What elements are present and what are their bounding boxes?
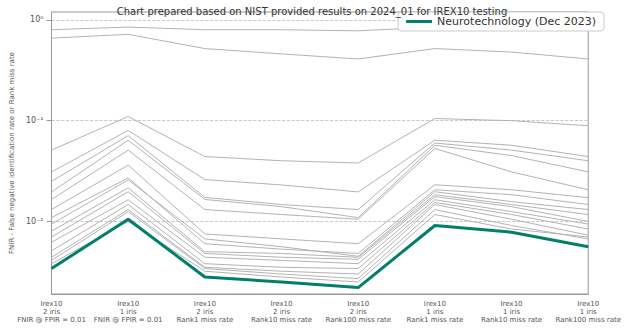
svg-text:Neurotechnology (Dec 2023): Neurotechnology (Dec 2023) [437, 15, 596, 28]
svg-text:2 iris: 2 iris [350, 308, 367, 316]
svg-text:Chart prepared based on NIST p: Chart prepared based on NIST provided re… [117, 6, 507, 18]
svg-text:Rank1 miss rate: Rank1 miss rate [177, 316, 234, 324]
svg-text:2 iris: 2 iris [43, 308, 60, 316]
svg-text:Irex10: Irex10 [194, 300, 216, 308]
svg-text:1 iris: 1 iris [120, 308, 137, 316]
svg-text:2 iris: 2 iris [196, 308, 213, 316]
svg-text:2 iris: 2 iris [273, 308, 290, 316]
svg-text:Irex10: Irex10 [40, 300, 62, 308]
svg-text:1 iris: 1 iris [580, 308, 597, 316]
svg-text:Rank10 miss rate: Rank10 miss rate [481, 316, 542, 324]
svg-text:Irex10: Irex10 [347, 300, 369, 308]
svg-text:Rank10 miss rate: Rank10 miss rate [251, 316, 312, 324]
svg-text:FNIR - False negative identifi: FNIR - False negative identification rat… [8, 52, 16, 254]
svg-text:Irex10: Irex10 [577, 300, 599, 308]
svg-text:Irex10: Irex10 [117, 300, 139, 308]
svg-text:Irex10: Irex10 [424, 300, 446, 308]
svg-text:FNIR @ FPIR = 0.01: FNIR @ FPIR = 0.01 [17, 316, 86, 324]
svg-text:Rank1 miss rate: Rank1 miss rate [407, 316, 464, 324]
svg-text:10⁻¹: 10⁻¹ [26, 116, 44, 125]
svg-text:Rank100 miss rate: Rank100 miss rate [555, 316, 621, 324]
svg-text:1 iris: 1 iris [503, 308, 520, 316]
svg-text:Irex10: Irex10 [271, 300, 293, 308]
svg-text:1 iris: 1 iris [426, 308, 443, 316]
svg-text:Rank100 miss rate: Rank100 miss rate [325, 316, 391, 324]
svg-text:10⁰: 10⁰ [30, 15, 43, 24]
svg-text:10⁻²: 10⁻² [26, 217, 44, 226]
svg-text:Irex10: Irex10 [501, 300, 523, 308]
svg-text:FNIR @ FPIR = 0.01: FNIR @ FPIR = 0.01 [94, 316, 163, 324]
